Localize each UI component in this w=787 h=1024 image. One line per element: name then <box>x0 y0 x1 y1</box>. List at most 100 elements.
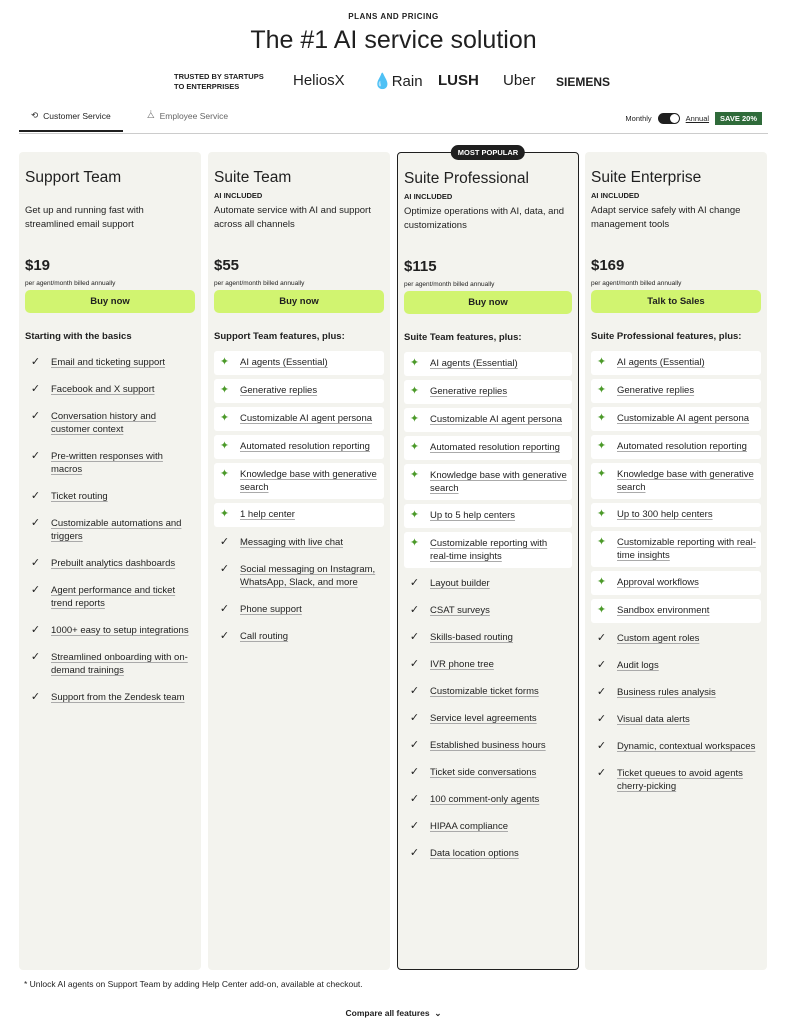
feature-label[interactable]: Facebook and X support <box>51 384 155 395</box>
feature-label[interactable]: 1000+ easy to setup integrations <box>51 625 189 636</box>
feature-label[interactable]: Sandbox environment <box>617 605 710 616</box>
feature-item: ✓ 100 comment-only agents <box>404 788 572 811</box>
feature-label[interactable]: Customizable reporting with real-time in… <box>617 537 756 561</box>
feature-label[interactable]: Email and ticketing support <box>51 357 166 368</box>
check-icon: ✓ <box>219 603 230 615</box>
plan-cta-button[interactable]: Buy now <box>25 290 195 313</box>
feature-label[interactable]: Messaging with live chat <box>240 537 343 548</box>
billing-note: per agent/month billed annually <box>25 280 116 287</box>
check-icon: ✓ <box>409 658 420 670</box>
feature-item: ✦ Customizable AI agent persona <box>591 407 761 431</box>
feature-label[interactable]: Audit logs <box>617 660 659 671</box>
feature-label[interactable]: Ticket queues to avoid agents cherry-pic… <box>617 768 743 792</box>
plan-price: $19 <box>25 257 51 274</box>
plan-description: Automate service with AI and support acr… <box>214 205 371 230</box>
feature-label[interactable]: Automated resolution reporting <box>430 442 560 453</box>
feature-label[interactable]: Visual data alerts <box>617 714 690 725</box>
save-badge: SAVE 20% <box>715 112 762 125</box>
feature-label[interactable]: Call routing <box>240 631 289 642</box>
feature-label[interactable]: Conversation history and customer contex… <box>51 411 157 435</box>
service-tabs: ⟲ Customer Service ⧊ Employee Service <box>19 104 768 134</box>
feature-label[interactable]: Support from the Zendesk team <box>51 692 185 703</box>
feature-label[interactable]: HIPAA compliance <box>430 821 508 832</box>
feature-label[interactable]: Customizable AI agent persona <box>240 413 373 424</box>
feature-label[interactable]: Customizable automations and triggers <box>51 518 182 542</box>
logo-siemens: SIEMENS <box>556 75 611 89</box>
check-icon: ✓ <box>596 713 607 725</box>
feature-label[interactable]: Skills-based routing <box>430 632 513 643</box>
feature-label[interactable]: Knowledge base with generative search <box>617 469 754 493</box>
feature-label[interactable]: AI agents (Essential) <box>240 357 328 368</box>
feature-label[interactable]: Approval workflows <box>617 577 699 588</box>
plan-card: MOST POPULAR Suite Professional AI INCLUD… <box>397 145 579 970</box>
feature-label[interactable]: Pre-written responses with macros <box>51 451 163 475</box>
feature-item: ✓ Data location options <box>404 842 572 865</box>
feature-label[interactable]: Established business hours <box>430 740 546 751</box>
feature-label[interactable]: Phone support <box>240 604 302 615</box>
features-heading: Starting with the basics <box>25 331 132 342</box>
feature-label[interactable]: Generative replies <box>240 385 318 396</box>
feature-label[interactable]: Business rules analysis <box>617 687 716 698</box>
feature-label[interactable]: Automated resolution reporting <box>240 441 370 452</box>
feature-label[interactable]: Automated resolution reporting <box>617 441 747 452</box>
sparkle-icon: ✦ <box>409 537 420 549</box>
feature-label[interactable]: Streamlined onboarding with on-demand tr… <box>51 652 188 676</box>
tab-customer-service[interactable]: ⟲ Customer Service <box>19 110 123 132</box>
tab-employee-service[interactable]: ⧊ Employee Service <box>147 110 229 121</box>
feature-label[interactable]: Customizable AI agent persona <box>617 413 750 424</box>
feature-label[interactable]: 1 help center <box>240 509 295 520</box>
annual-label[interactable]: Annual <box>685 114 710 123</box>
plan-cta-button[interactable]: Talk to Sales <box>591 290 761 313</box>
feature-label[interactable]: Customizable ticket forms <box>430 686 539 697</box>
billing-toggle[interactable] <box>657 113 680 124</box>
plan-name: Support Team <box>25 169 122 186</box>
feature-label[interactable]: Data location options <box>430 848 519 859</box>
feature-label[interactable]: CSAT surveys <box>430 605 490 616</box>
feature-item: ✓ Call routing <box>214 625 384 648</box>
feature-item: ✓ Audit logs <box>591 654 761 677</box>
feature-label[interactable]: Ticket side conversations <box>430 767 537 778</box>
feature-label[interactable]: Dynamic, contextual workspaces <box>617 741 756 752</box>
check-icon: ✓ <box>30 356 41 368</box>
feature-label[interactable]: Generative replies <box>617 385 695 396</box>
feature-label[interactable]: Service level agreements <box>430 713 537 724</box>
sparkle-icon: ✦ <box>596 536 607 548</box>
feature-label[interactable]: Layout builder <box>430 578 490 589</box>
feature-item: ✓ Custom agent roles <box>591 627 761 650</box>
check-icon: ✓ <box>30 383 41 395</box>
feature-label[interactable]: IVR phone tree <box>430 659 494 670</box>
feature-label[interactable]: Prebuilt analytics dashboards <box>51 558 176 569</box>
plan-description: Optimize operations with AI, data, and c… <box>404 206 565 231</box>
feature-label[interactable]: Custom agent roles <box>617 633 700 644</box>
feature-label[interactable]: Agent performance and ticket trend repor… <box>51 585 176 609</box>
billing-note: per agent/month billed annually <box>591 280 682 287</box>
feature-item: ✓ Business rules analysis <box>591 681 761 704</box>
compare-all-features-link[interactable]: Compare all features ⌄ <box>345 1008 442 1018</box>
feature-item: ✓ 1000+ easy to setup integrations <box>25 619 195 642</box>
feature-item: ✓ CSAT surveys <box>404 599 572 622</box>
monthly-label[interactable]: Monthly <box>625 114 652 123</box>
feature-label[interactable]: Knowledge base with generative search <box>430 470 567 494</box>
plan-cta-button[interactable]: Buy now <box>214 290 384 313</box>
feature-item: ✦ 1 help center <box>214 503 384 527</box>
feature-label[interactable]: Up to 5 help centers <box>430 510 516 521</box>
sparkle-icon: ✦ <box>219 440 230 452</box>
feature-label[interactable]: Social messaging on Instagram, WhatsApp,… <box>240 564 376 588</box>
feature-label[interactable]: Customizable AI agent persona <box>430 414 563 425</box>
plan-cta-button[interactable]: Buy now <box>404 291 572 314</box>
check-icon: ✓ <box>30 410 41 422</box>
feature-label[interactable]: 100 comment-only agents <box>430 794 540 805</box>
feature-label[interactable]: Knowledge base with generative search <box>240 469 377 493</box>
feature-label[interactable]: AI agents (Essential) <box>430 358 518 369</box>
feature-label[interactable]: Customizable reporting with real-time in… <box>430 538 548 562</box>
check-icon: ✓ <box>409 739 420 751</box>
plan-description: Get up and running fast with streamlined… <box>25 205 144 230</box>
check-icon: ✓ <box>409 793 420 805</box>
feature-label[interactable]: AI agents (Essential) <box>617 357 705 368</box>
sparkle-icon: ✦ <box>409 441 420 453</box>
feature-label[interactable]: Ticket routing <box>51 491 108 502</box>
features-heading: Suite Professional features, plus: <box>591 331 742 342</box>
feature-label[interactable]: Up to 300 help centers <box>617 509 713 520</box>
feature-label[interactable]: Generative replies <box>430 386 508 397</box>
feature-item: ✦ Sandbox environment <box>591 599 761 623</box>
